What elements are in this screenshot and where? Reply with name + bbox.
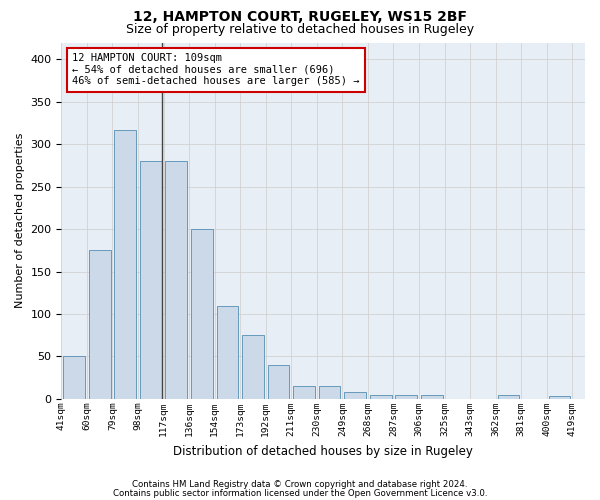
- Bar: [115, 130, 136, 399]
- Bar: [242, 335, 264, 399]
- Bar: [548, 396, 571, 399]
- Bar: [319, 386, 340, 399]
- Bar: [497, 396, 519, 399]
- Bar: [191, 229, 213, 399]
- Y-axis label: Number of detached properties: Number of detached properties: [15, 133, 25, 308]
- Bar: [293, 386, 315, 399]
- Bar: [344, 392, 366, 399]
- Bar: [217, 306, 238, 399]
- Bar: [395, 396, 417, 399]
- Bar: [89, 250, 110, 399]
- Bar: [268, 365, 289, 399]
- Text: Size of property relative to detached houses in Rugeley: Size of property relative to detached ho…: [126, 22, 474, 36]
- Bar: [421, 396, 443, 399]
- Bar: [166, 162, 187, 399]
- Text: Contains public sector information licensed under the Open Government Licence v3: Contains public sector information licen…: [113, 488, 487, 498]
- Text: 12, HAMPTON COURT, RUGELEY, WS15 2BF: 12, HAMPTON COURT, RUGELEY, WS15 2BF: [133, 10, 467, 24]
- Bar: [140, 162, 161, 399]
- Bar: [370, 394, 392, 399]
- X-axis label: Distribution of detached houses by size in Rugeley: Distribution of detached houses by size …: [173, 444, 473, 458]
- Text: Contains HM Land Registry data © Crown copyright and database right 2024.: Contains HM Land Registry data © Crown c…: [132, 480, 468, 489]
- Text: 12 HAMPTON COURT: 109sqm
← 54% of detached houses are smaller (696)
46% of semi-: 12 HAMPTON COURT: 109sqm ← 54% of detach…: [72, 53, 359, 86]
- Bar: [64, 356, 85, 399]
